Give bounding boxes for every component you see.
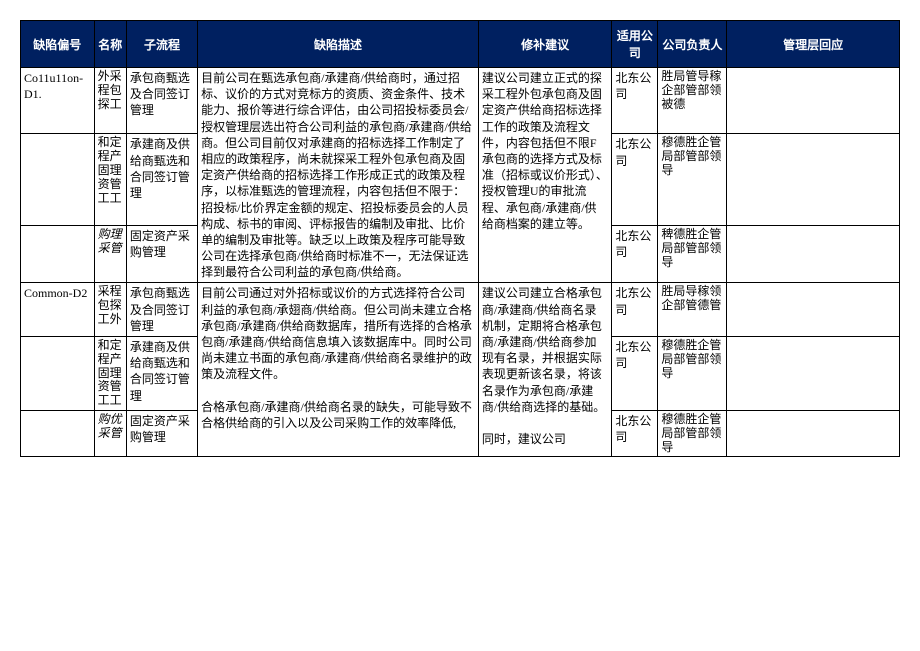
cell-sugg: 建议公司建立合格承包商/承建商/供给商名录机制，定期将合格承包商/承建商/供给商… [478,283,611,457]
cell-mgmt [727,68,900,134]
cell-sub: 承包商甄选及合同签订管理 [126,68,197,134]
cell-mgmt [727,410,900,456]
cell-name: 购理采管 [94,225,126,282]
cell-resp: 稗德胜企管局部管部领导 [658,225,727,282]
cell-name: 和定程产固理资管工工 [94,134,126,226]
col-header-sub: 子流程 [126,21,197,68]
cell-id [21,410,95,456]
col-header-desc: 缺陷描述 [198,21,479,68]
cell-name: 外采程包探工 [94,68,126,134]
table-row: Co11u11on-D1.外采程包探工承包商甄选及合同签订管理目前公司在甄选承包… [21,68,900,134]
cell-comp: 北东公司 [612,134,658,226]
cell-name: 采程包探工外 [94,283,126,337]
cell-comp: 北东公司 [612,68,658,134]
cell-id [21,134,95,226]
header-row: 缺陷偏号 名称 子流程 缺陷描述 修补建议 适用公司 公司负责人 管理层回应 [21,21,900,68]
cell-desc: 目前公司通过对外招标或议价的方式选择符合公司利益的承包商/承翅商/供给商。但公司… [198,283,479,457]
col-header-name: 名称 [94,21,126,68]
cell-mgmt [727,225,900,282]
cell-desc: 目前公司在甄选承包商/承建商/供给商时，通过招标、议价的方式对竞标方的资质、资金… [198,68,479,283]
cell-comp: 北东公司 [612,337,658,411]
cell-name: 和定程产固理资管工工 [94,337,126,411]
cell-sub: 固定资产采购管理 [126,225,197,282]
cell-comp: 北东公司 [612,410,658,456]
cell-resp: 穆德胜企管局部管部领导 [658,410,727,456]
cell-sub: 承建商及供给商甄选和合同签订管理 [126,337,197,411]
cell-sugg: 建议公司建立正式的探采工程外包承包商及固定资产供给商招标选择工作的政策及流程文件… [478,68,611,283]
cell-sub: 承包商甄选及合同签订管理 [126,283,197,337]
cell-comp: 北东公司 [612,225,658,282]
col-header-mgmt: 管理层回应 [727,21,900,68]
cell-resp: 穆德胜企管局部管部领导 [658,134,727,226]
cell-mgmt [727,134,900,226]
cell-comp: 北东公司 [612,283,658,337]
cell-mgmt [727,337,900,411]
col-header-comp: 适用公司 [612,21,658,68]
cell-id [21,337,95,411]
cell-resp: 穆德胜企管局部管部领导 [658,337,727,411]
cell-id [21,225,95,282]
col-header-resp: 公司负责人 [658,21,727,68]
cell-mgmt [727,283,900,337]
table-row: Common-D2采程包探工外承包商甄选及合同签订管理目前公司通过对外招标或议价… [21,283,900,337]
cell-resp: 胜局导稼领企部管德管 [658,283,727,337]
cell-resp: 胜局管导稼企部管部领被德 [658,68,727,134]
cell-id: Co11u11on-D1. [21,68,95,134]
cell-sub: 固定资产采购管理 [126,410,197,456]
cell-id: Common-D2 [21,283,95,337]
cell-name: 购优采管 [94,410,126,456]
cell-sub: 承建商及供给商甄选和合同签订管理 [126,134,197,226]
defect-table: 缺陷偏号 名称 子流程 缺陷描述 修补建议 适用公司 公司负责人 管理层回应 C… [20,20,900,457]
col-header-id: 缺陷偏号 [21,21,95,68]
col-header-sugg: 修补建议 [478,21,611,68]
